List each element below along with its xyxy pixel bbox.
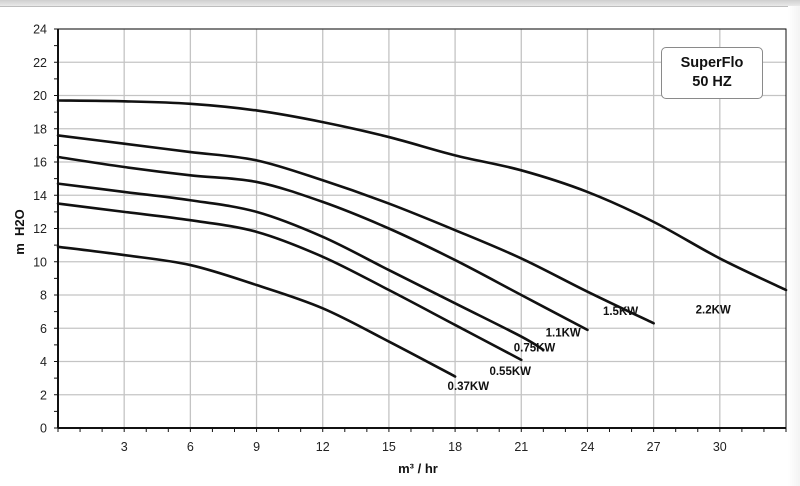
- y-tick-label: 16: [33, 156, 47, 170]
- y-tick-label: 2: [40, 388, 47, 402]
- curve-label-0-55kw: 0.55KW: [489, 366, 531, 378]
- y-tick-label: 0: [40, 422, 47, 436]
- x-tick-label: 27: [647, 440, 661, 454]
- x-tick-label: 24: [581, 440, 595, 454]
- x-tick-label: 30: [713, 440, 727, 454]
- curve-1-5kw: [56, 134, 655, 325]
- x-axis-title: m³ / hr: [398, 461, 438, 476]
- curve-label-0-37kw: 0.37KW: [448, 381, 490, 393]
- chart-title-box: SuperFlo 50 HZ: [661, 47, 763, 99]
- right-edge-shade: [788, 6, 800, 486]
- y-tick-label: 14: [33, 189, 47, 203]
- x-tick-label: 12: [316, 440, 330, 454]
- curve-label-0-75kw: 0.75KW: [514, 343, 556, 355]
- chart-title-line-2: 50 HZ: [692, 74, 732, 90]
- x-tick-label: 15: [382, 440, 396, 454]
- x-axis-tick-labels: 3 6 9 12 15 18 21 24 27 30: [121, 440, 727, 454]
- y-axis-title: m H2O: [12, 209, 27, 255]
- x-tick-label: 3: [121, 440, 128, 454]
- curve-2-2kw: [56, 99, 788, 292]
- curve-0-75kw: [56, 182, 545, 352]
- curve-label-1-5kw: 1.5KW: [603, 306, 638, 318]
- x-tick-label: 21: [514, 440, 528, 454]
- y-tick-label: 8: [40, 289, 47, 303]
- curve-0-55kw: [56, 202, 523, 362]
- window-top-bar: [0, 0, 800, 7]
- y-tick-label: 24: [33, 23, 47, 37]
- y-tick-label: 10: [33, 255, 47, 269]
- pump-curves: [56, 99, 788, 378]
- y-tick-label: 12: [33, 222, 47, 236]
- curve-labels: 2.2KW 1.5KW 1.1KW 0.75KW 0.55KW 0.37KW: [448, 304, 731, 392]
- x-tick-label: 9: [253, 440, 260, 454]
- curve-0-37kw: [56, 245, 457, 378]
- chart-title-line-1: SuperFlo: [680, 55, 744, 71]
- curve-label-1-1kw: 1.1KW: [546, 328, 581, 340]
- x-tick-label: 18: [448, 440, 462, 454]
- y-tick-label: 22: [33, 56, 47, 70]
- y-tick-label: 20: [33, 89, 47, 103]
- x-tick-label: 6: [187, 440, 194, 454]
- y-tick-label: 18: [33, 122, 47, 136]
- y-tick-label: 4: [40, 355, 47, 369]
- axes: [54, 28, 787, 432]
- curve-1-1kw: [56, 155, 589, 332]
- curve-label-2-2kw: 2.2KW: [696, 304, 731, 316]
- y-tick-label: 6: [40, 322, 47, 336]
